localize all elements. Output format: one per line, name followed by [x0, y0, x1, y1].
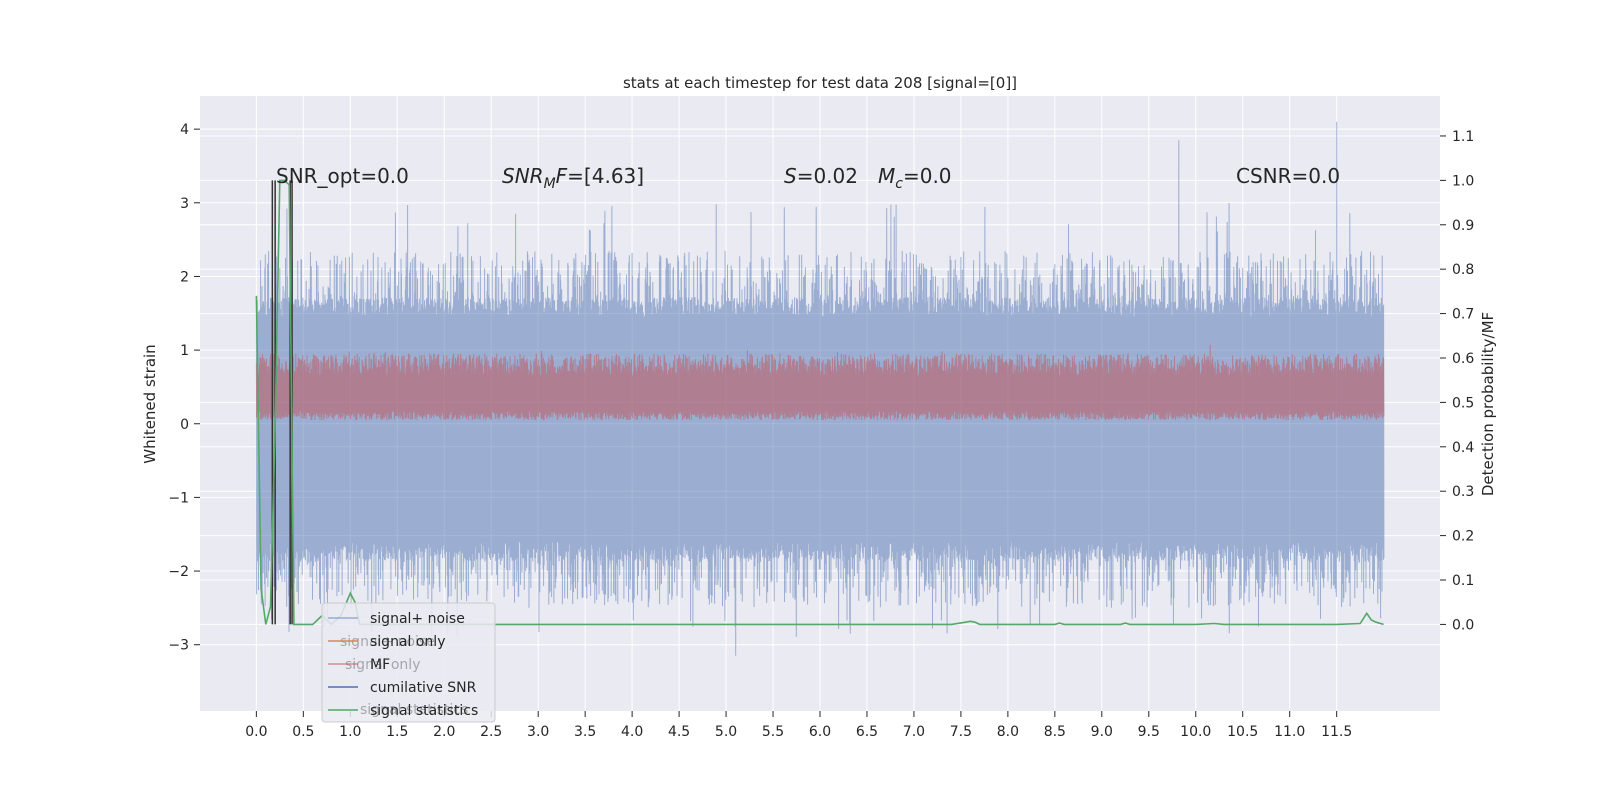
series-signal-statistics [255, 179, 1384, 626]
y-left-tick-label: 1 [180, 343, 189, 359]
annotation-snr-mf-main: SNR [502, 164, 544, 188]
y-left-tick-label: −2 [168, 564, 189, 580]
x-tick-label: 7.5 [950, 724, 972, 740]
y-right-tick-label: 0.1 [1452, 573, 1474, 589]
x-tick-label: 3.5 [574, 724, 596, 740]
x-tick-label: 1.0 [339, 724, 361, 740]
legend-box [321, 602, 496, 723]
annotation-s-value: =0.02 [797, 164, 858, 188]
y-right-tick-label: 0.6 [1452, 351, 1474, 367]
x-tick-label: 4.0 [621, 724, 643, 740]
annotation-s-symbol: S [784, 164, 797, 188]
x-tick-label: 2.0 [433, 724, 455, 740]
y-axis-left-label: Whitened strain [141, 344, 159, 463]
x-tick-label: 3.0 [527, 724, 549, 740]
x-tick-label: 9.0 [1091, 724, 1113, 740]
annotation-mc-symbol: M [878, 164, 895, 188]
x-tick-label: 6.5 [856, 724, 878, 740]
annotation-snr-mf-value: =[4.63] [567, 164, 644, 188]
y-axis-right-label: Detection probability/MF [1479, 312, 1497, 496]
annotation-s: S=0.02 [784, 164, 858, 188]
x-tick-label: 5.5 [762, 724, 784, 740]
annotation-snr-opt: SNR_opt=0.0 [276, 164, 409, 188]
y-right-tick-label: 0.8 [1452, 262, 1474, 278]
y-right-tick-label: 0.5 [1452, 395, 1474, 411]
y-left-tick-label: −3 [168, 638, 189, 654]
y-right-tick-label: 1.0 [1452, 173, 1474, 189]
x-tick-label: 2.5 [480, 724, 502, 740]
annotation-mc-sub: c [895, 176, 903, 192]
legend-label: signal only [370, 634, 445, 650]
series-signal-noise [255, 121, 1385, 656]
ticks: 0.0 0.5 1.0 1.5 2.0 2.5 3.0 3.5 4.0 4.5 5.0 5.5 6.0 6… [168, 122, 1474, 740]
x-tick-label: 8.5 [1044, 724, 1066, 740]
x-tick-label: 5.0 [715, 724, 737, 740]
x-tick-label: 9.5 [1138, 724, 1160, 740]
legend-label: signal+ noise [370, 611, 465, 627]
y-right-tick-label: 0.9 [1452, 218, 1474, 234]
annotation-snr-mf: SNRMF=[4.63] [502, 164, 644, 192]
x-tick-label: 11.5 [1321, 724, 1352, 740]
y-right-tick-label: 0.0 [1452, 617, 1474, 633]
y-left-tick-label: 4 [180, 122, 189, 138]
x-tick-label: 1.5 [386, 724, 408, 740]
y-right-tick-label: 0.3 [1452, 484, 1474, 500]
legend-ghost-label: signal+ noise [340, 634, 435, 650]
annotation-snr-mf-tail: F [556, 164, 568, 188]
y-right-tick-label: 0.2 [1452, 529, 1474, 545]
y-right-tick-label: 0.4 [1452, 440, 1474, 456]
x-tick-label: 8.0 [997, 724, 1019, 740]
y-left-tick-label: 0 [180, 417, 189, 433]
annotation-mc-value: =0.0 [903, 164, 952, 188]
annotation-mc: Mc=0.0 [878, 164, 952, 192]
series-layer [255, 121, 1385, 656]
y-right-tick-label: 1.1 [1452, 129, 1474, 145]
x-tick-label: 7.0 [903, 724, 925, 740]
x-tick-label: 6.0 [809, 724, 831, 740]
series-mf [255, 344, 1385, 421]
annotation-snr-mf-sub: M [544, 176, 556, 192]
y-right-tick-label: 0.7 [1452, 307, 1474, 323]
y-left-tick-label: 2 [180, 269, 189, 285]
x-tick-label: 4.5 [668, 724, 690, 740]
legend-label: cumilative SNR [370, 680, 477, 696]
x-tick-label: 10.5 [1227, 724, 1258, 740]
x-tick-label: 0.5 [292, 724, 314, 740]
chart-title: stats at each timestep for test data 208… [623, 74, 1017, 92]
legend-label: MF [370, 657, 390, 673]
legend-ghost-label: signal statistics [360, 702, 468, 718]
x-tick-label: 0.0 [245, 724, 267, 740]
y-left-tick-label: −1 [168, 490, 189, 506]
legend-ghost-label: signal only [345, 657, 420, 673]
annotation-csnr: CSNR=0.0 [1236, 164, 1340, 188]
y-left-tick-label: 3 [180, 196, 189, 212]
x-tick-label: 11.0 [1274, 724, 1305, 740]
legend-label: signal statistics [370, 703, 478, 719]
x-tick-label: 10.0 [1180, 724, 1211, 740]
